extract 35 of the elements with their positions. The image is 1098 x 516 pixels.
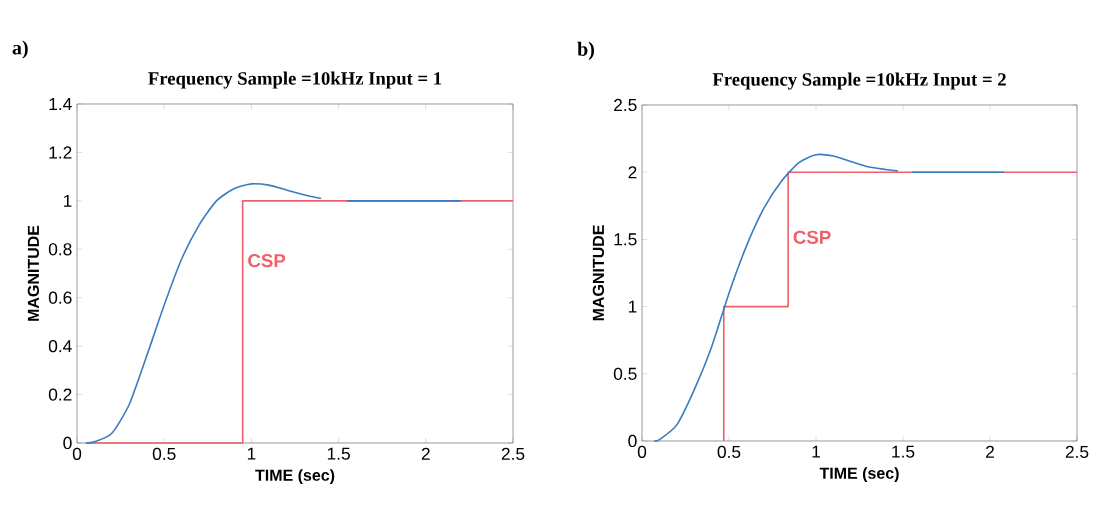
y-tick-label: 1.2 — [49, 146, 72, 159]
y-tick-label: 2.5 — [614, 98, 637, 112]
y-tick-label: 1.4 — [49, 98, 72, 110]
y-tick-label: 0.2 — [48, 388, 72, 401]
y-tick-label: 0 — [628, 434, 637, 448]
y-axis-title: MAGNITUDE — [27, 225, 40, 321]
series-label: CSP — [248, 253, 286, 268]
x-tick-label: 0 — [637, 445, 647, 458]
y-tick-label: 2 — [628, 166, 637, 179]
y-tick-label: 1 — [628, 300, 637, 313]
y-tick-label: 0.8 — [48, 243, 72, 256]
series-label: CSP — [793, 230, 831, 244]
x-axis-title: TIME (sec) — [819, 467, 899, 483]
x-tick-label: 1.5 — [892, 445, 915, 458]
y-tick-label: 1.5 — [614, 233, 637, 246]
x-axis-title: TIME (sec) — [255, 469, 335, 485]
chart-title: Frequency Sample =10kHz Input = 1 — [148, 71, 442, 89]
x-tick-label: 1.5 — [327, 447, 350, 460]
x-tick-label: 2.5 — [1065, 445, 1089, 458]
x-tick-label: 0 — [72, 447, 82, 460]
x-tick-label: 0.5 — [152, 447, 176, 460]
x-tick-label: 2 — [986, 445, 994, 458]
text: a) — [12, 40, 28, 59]
y-tick-label: 0.5 — [613, 367, 637, 380]
chart-title: Frequency Sample =10kHz Input = 2 — [712, 72, 1006, 90]
y-tick-label: 1 — [63, 194, 72, 207]
x-tick-label: 2 — [421, 447, 430, 460]
x-tick-label: 2.5 — [501, 447, 525, 460]
text: b) — [577, 41, 595, 60]
x-tick-label: 0.5 — [717, 445, 741, 458]
x-tick-label: 1 — [812, 445, 820, 458]
y-tick-label: 0.4 — [48, 339, 72, 353]
y-tick-label: 0.6 — [48, 291, 72, 304]
y-axis-title: MAGNITUDE — [592, 225, 605, 321]
x-tick-label: 1 — [247, 447, 256, 460]
